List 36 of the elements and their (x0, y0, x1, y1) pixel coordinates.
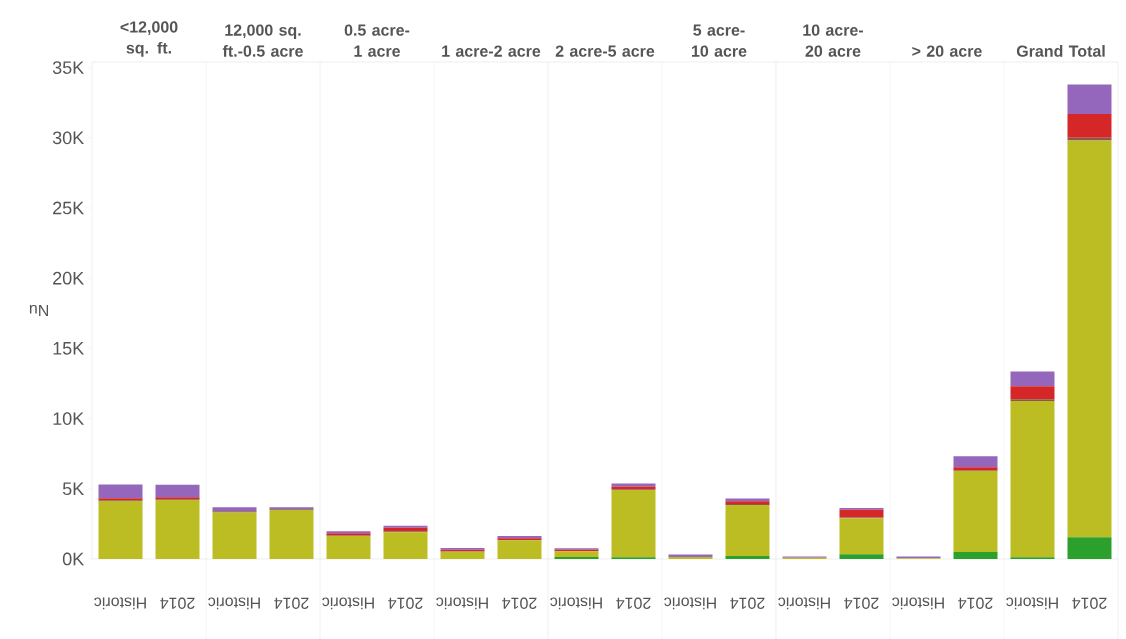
x-tick-label: Historic (892, 597, 944, 610)
x-tick-label: 2014 (160, 597, 195, 609)
x-tick-label: Historic (550, 597, 602, 610)
x-tick-label: 2014 (274, 597, 309, 609)
x-tick-label: Historic (1006, 597, 1058, 610)
x-tick-label: Historic (94, 597, 146, 610)
x-tick-label: 2014 (958, 597, 993, 609)
x-tick-label: Historic (664, 597, 716, 610)
x-tick-label: Historic (436, 597, 488, 610)
text: Grand Total (1016, 44, 1105, 57)
text: 12,000 sq. ft.-0.5 acre (222, 24, 303, 57)
y-axis-title: Nu (29, 304, 48, 316)
y-tick-label: 15K (53, 342, 85, 355)
x-tick-label: 2014 (616, 597, 651, 609)
y-tick-label: 25K (53, 201, 85, 215)
x-tick-label: 2014 (1072, 597, 1107, 609)
y-tick-label: 10K (53, 412, 85, 425)
y-tick-label: 5K (62, 482, 85, 495)
x-tick-label: Historic (322, 597, 374, 610)
y-tick-label: 20K (53, 271, 85, 285)
y-tick-label: 30K (52, 131, 85, 145)
text: 10 acre-20 acre (803, 24, 864, 57)
y-tick-label: 0K (62, 552, 85, 566)
text: > 20 acre (912, 45, 982, 57)
text: 0.5 acre-1 acre (344, 24, 410, 57)
x-tick-label: Historic (778, 597, 830, 610)
text: 2 acre-5 acre (555, 45, 655, 57)
x-tick-label: 2014 (388, 597, 423, 609)
text: <12,000 sq. ft. (120, 21, 178, 57)
text: 5 acre-10 acre (691, 24, 747, 57)
x-tick-label: 2014 (844, 597, 879, 609)
y-tick-label: 35K (52, 61, 85, 74)
text: 1 acre-2 acre (442, 45, 541, 57)
x-tick-label: 2014 (730, 597, 765, 609)
x-tick-label: 2014 (502, 597, 537, 609)
x-tick-label: Historic (208, 597, 260, 610)
